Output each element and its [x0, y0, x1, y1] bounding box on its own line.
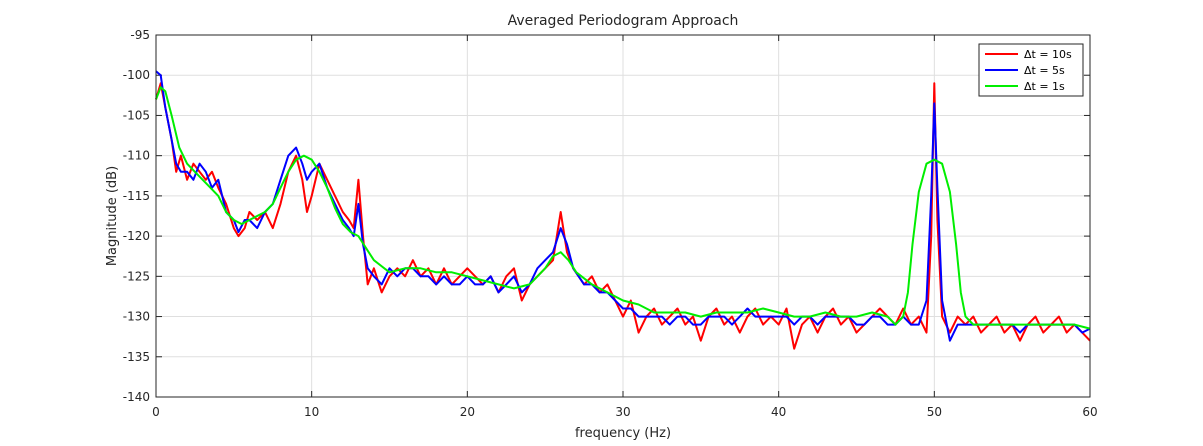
y-tick-label: -115 — [123, 189, 150, 203]
x-tick-label: 60 — [1082, 405, 1097, 419]
plot-frame — [155, 34, 1091, 398]
y-tick-label: -105 — [123, 108, 150, 122]
series-line-1 — [155, 70, 1091, 342]
x-tick-label: 30 — [615, 405, 630, 419]
x-axis-label: frequency (Hz) — [575, 426, 671, 441]
x-tick-label: 0 — [152, 405, 160, 419]
x-tick-label: 10 — [304, 405, 319, 419]
y-tick-label: -125 — [123, 269, 150, 283]
x-tick-label: 20 — [460, 405, 475, 419]
series-lines — [155, 70, 1091, 350]
legend: Δt = 10s Δt = 5s Δt = 1s — [978, 43, 1084, 97]
x-axis-ticks: 0 10 20 30 40 50 60 — [152, 35, 1098, 419]
y-tick-label: -120 — [123, 229, 150, 243]
y-tick-label: -100 — [123, 68, 150, 82]
chart-title: Averaged Periodogram Approach — [508, 13, 739, 29]
y-tick-label: -95 — [130, 28, 150, 42]
y-tick-label: -140 — [123, 390, 150, 404]
legend-label-1: Δt = 5s — [1024, 64, 1065, 77]
legend-label-0: Δt = 10s — [1024, 48, 1072, 61]
y-tick-label: -130 — [123, 310, 150, 324]
y-tick-label: -110 — [123, 149, 150, 163]
y-axis-label: Magnitude (dB) — [105, 166, 120, 266]
x-tick-label: 50 — [927, 405, 942, 419]
x-tick-label: 40 — [771, 405, 786, 419]
y-tick-label: -135 — [123, 350, 150, 364]
legend-label-2: Δt = 1s — [1024, 80, 1065, 93]
series-line-2 — [155, 86, 1091, 330]
